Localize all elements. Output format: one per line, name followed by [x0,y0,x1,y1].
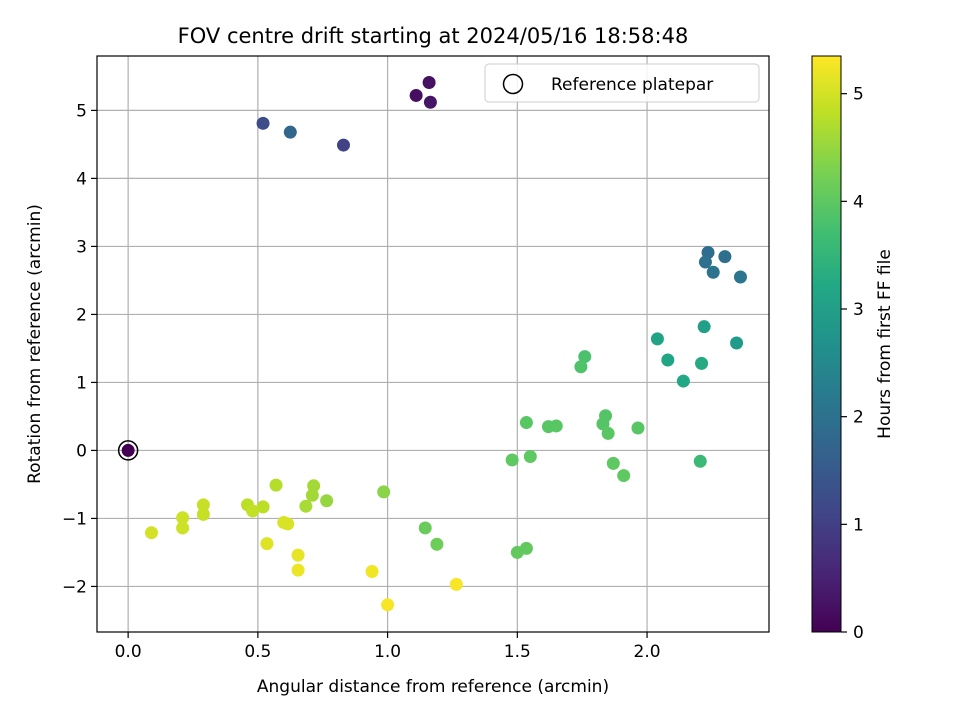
y-tick-label: 1 [76,373,87,393]
y-tick-label: 2 [76,305,87,325]
colorbar-tick-label: 3 [853,300,864,320]
data-point [449,577,463,591]
y-axis-ticks: −2 −1 0 1 2 3 4 5 [62,101,97,597]
data-point [291,563,305,577]
data-point [196,498,210,512]
data-point [601,426,615,440]
data-point [430,537,444,551]
data-point [418,521,432,535]
x-axis-ticks: 0.0 0.5 1.0 1.5 2.0 [115,632,661,662]
data-point [307,479,321,493]
data-point [519,416,533,430]
data-point [291,548,305,562]
colorbar-tick-label: 5 [853,85,864,105]
x-tick-label: 0.0 [115,642,142,662]
data-point [409,88,423,102]
data-point [121,443,135,457]
data-point [299,499,313,513]
grid [97,56,769,632]
data-point [377,485,391,499]
data-point [631,421,645,435]
colorbar-label: Hours from first FF file [875,249,895,439]
reference-platepar-marker [117,440,139,461]
colorbar-tick-label: 2 [853,408,864,428]
data-point [578,350,592,364]
data-point [246,504,260,518]
data-point [523,450,537,464]
data-point [617,469,631,483]
data-point [144,526,158,540]
data-point [693,454,707,468]
colorbar [811,55,842,633]
plot-frame [96,55,770,633]
data-point [606,456,620,470]
y-tick-label: 4 [76,169,87,189]
data-point [574,360,588,374]
x-axis-label: Angular distance from reference (arcmin) [257,677,609,697]
data-point [733,270,747,284]
colorbar-tick-label: 0 [853,623,864,643]
data-point [596,417,610,431]
colorbar-tick-label: 1 [853,515,864,535]
colorbar-tick-label: 4 [853,192,864,212]
data-points [117,76,747,612]
chart-title: FOV centre drift starting at 2024/05/16 … [178,24,689,48]
data-point [676,374,690,388]
y-tick-label: 0 [76,441,87,461]
y-tick-label: 5 [76,101,87,121]
legend-entry-label: Reference platepar [551,75,713,95]
y-tick-label: −1 [62,509,87,529]
legend-box [484,63,760,103]
data-point [381,598,395,612]
x-tick-label: 1.5 [504,642,531,662]
x-tick-label: 1.0 [374,642,401,662]
x-tick-label: 2.0 [634,642,661,662]
data-point [260,537,274,551]
data-point [176,511,190,525]
data-point [695,356,709,370]
colorbar-ticks: 0 1 2 3 4 5 [841,85,864,643]
data-point [320,494,334,508]
data-point [176,521,190,535]
data-point [718,250,732,264]
y-tick-label: −2 [62,577,87,597]
data-point [422,76,436,90]
x-tick-label: 0.5 [244,642,271,662]
legend-marker [502,73,524,95]
data-point [256,500,270,514]
data-point [698,255,712,269]
data-point [423,95,437,109]
data-point [305,488,319,502]
legend: Reference platepar [484,63,760,103]
data-point [269,478,283,492]
data-point [510,545,524,559]
data-point [549,419,563,433]
data-point [505,453,519,467]
data-point [256,116,270,130]
data-point [697,320,711,334]
data-point [650,332,664,346]
data-point [336,138,350,152]
data-point [706,265,720,279]
data-point [730,336,744,350]
data-point [281,517,295,531]
y-axis-label: Rotation from reference (arcmin) [25,204,45,484]
data-point [196,507,210,521]
data-point [283,125,297,139]
data-point [365,564,379,578]
y-tick-label: 3 [76,237,87,257]
data-point [661,353,675,367]
